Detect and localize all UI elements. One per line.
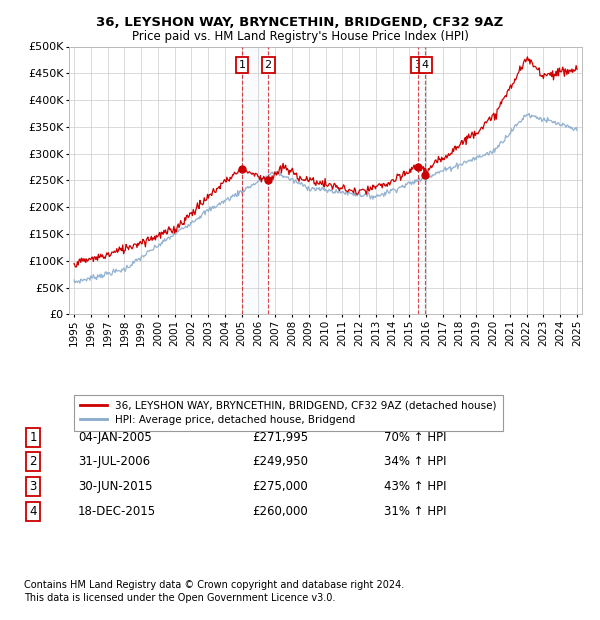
Text: 2: 2 xyxy=(29,456,37,468)
Text: £249,950: £249,950 xyxy=(252,456,308,468)
Bar xyxy=(242,46,268,314)
Text: 4: 4 xyxy=(422,60,429,70)
Text: 04-JAN-2005: 04-JAN-2005 xyxy=(78,431,152,443)
Text: 43% ↑ HPI: 43% ↑ HPI xyxy=(384,480,446,493)
Text: 3: 3 xyxy=(414,60,421,70)
Text: £271,995: £271,995 xyxy=(252,431,308,443)
Text: 70% ↑ HPI: 70% ↑ HPI xyxy=(384,431,446,443)
Text: £260,000: £260,000 xyxy=(252,505,308,518)
Text: 36, LEYSHON WAY, BRYNCETHIN, BRIDGEND, CF32 9AZ: 36, LEYSHON WAY, BRYNCETHIN, BRIDGEND, C… xyxy=(97,16,503,29)
Text: 2: 2 xyxy=(265,60,272,70)
Text: 3: 3 xyxy=(29,480,37,493)
Text: 34% ↑ HPI: 34% ↑ HPI xyxy=(384,456,446,468)
Text: 31% ↑ HPI: 31% ↑ HPI xyxy=(384,505,446,518)
Text: 1: 1 xyxy=(29,431,37,443)
Text: Contains HM Land Registry data © Crown copyright and database right 2024.: Contains HM Land Registry data © Crown c… xyxy=(24,580,404,590)
Text: 18-DEC-2015: 18-DEC-2015 xyxy=(78,505,156,518)
Bar xyxy=(418,46,425,314)
Text: 4: 4 xyxy=(29,505,37,518)
Text: 1: 1 xyxy=(238,60,245,70)
Text: £275,000: £275,000 xyxy=(252,480,308,493)
Legend: 36, LEYSHON WAY, BRYNCETHIN, BRIDGEND, CF32 9AZ (detached house), HPI: Average p: 36, LEYSHON WAY, BRYNCETHIN, BRIDGEND, C… xyxy=(74,395,503,432)
Text: This data is licensed under the Open Government Licence v3.0.: This data is licensed under the Open Gov… xyxy=(24,593,335,603)
Text: 30-JUN-2015: 30-JUN-2015 xyxy=(78,480,152,493)
Text: 31-JUL-2006: 31-JUL-2006 xyxy=(78,456,150,468)
Text: Price paid vs. HM Land Registry's House Price Index (HPI): Price paid vs. HM Land Registry's House … xyxy=(131,30,469,43)
